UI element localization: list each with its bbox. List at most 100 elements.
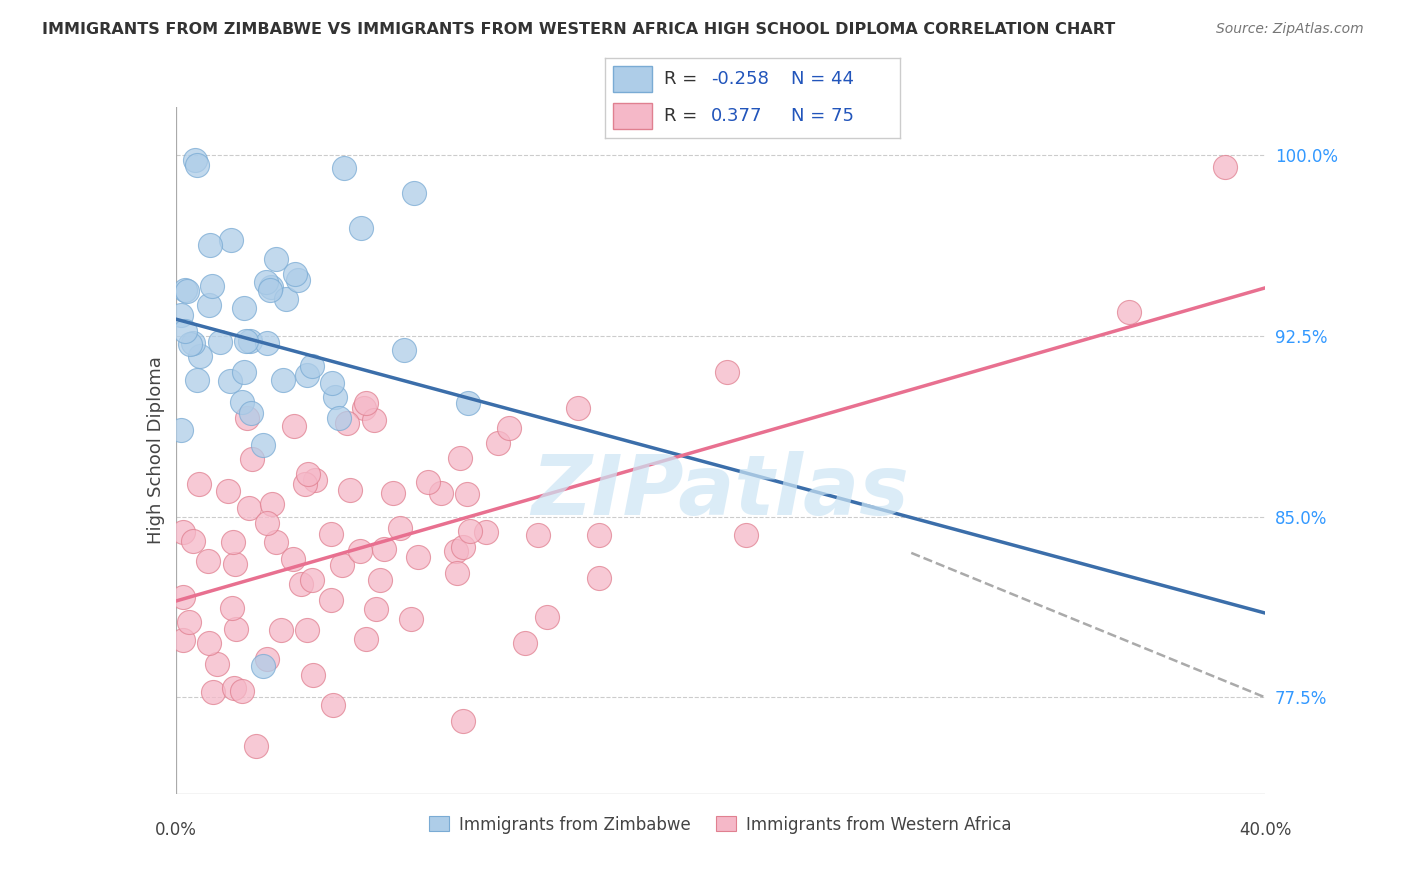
Point [302, 667, 325, 681]
Point [270, 624, 292, 638]
Point [198, 636, 221, 650]
Point [231, 684, 253, 698]
Point [256, 516, 278, 530]
Point [373, 541, 395, 556]
Point [274, 292, 297, 306]
Text: ZIPatlas: ZIPatlas [531, 451, 910, 533]
Point [186, 158, 208, 172]
Point [224, 557, 246, 571]
Point [456, 487, 478, 501]
Point [254, 275, 277, 289]
Point [406, 550, 429, 565]
Text: R =: R = [664, 70, 703, 87]
Point [186, 373, 208, 387]
Point [197, 298, 219, 312]
Point [177, 615, 200, 629]
Point [451, 714, 474, 729]
Point [453, 540, 475, 554]
Point [301, 359, 323, 373]
Point [449, 451, 471, 466]
Text: 0.0%: 0.0% [155, 822, 197, 839]
Point [217, 484, 239, 499]
Point [172, 525, 194, 540]
Point [233, 301, 256, 316]
Point [457, 396, 479, 410]
Point [475, 524, 498, 539]
Point [173, 283, 195, 297]
Point [252, 438, 274, 452]
Point [259, 283, 281, 297]
Point [319, 526, 342, 541]
Point [235, 334, 257, 348]
Point [430, 486, 453, 500]
Point [188, 349, 211, 363]
Point [170, 423, 193, 437]
Point [446, 566, 468, 581]
Point [201, 279, 224, 293]
Point [260, 497, 283, 511]
Point [716, 365, 738, 379]
Point [176, 284, 198, 298]
Text: N = 44: N = 44 [790, 70, 853, 87]
Point [354, 632, 377, 646]
Point [225, 622, 247, 636]
Point [260, 280, 283, 294]
Point [353, 401, 375, 415]
Point [209, 334, 232, 349]
Point [294, 477, 316, 491]
Legend: Immigrants from Zimbabwe, Immigrants from Western Africa: Immigrants from Zimbabwe, Immigrants fro… [429, 815, 1012, 834]
Point [389, 521, 412, 535]
Point [304, 473, 326, 487]
Point [1213, 161, 1236, 175]
Point [173, 324, 195, 338]
Text: Source: ZipAtlas.com: Source: ZipAtlas.com [1216, 22, 1364, 37]
Point [527, 528, 550, 542]
Point [219, 374, 242, 388]
Point [330, 558, 353, 573]
Point [240, 452, 263, 467]
Point [328, 411, 350, 425]
Point [366, 602, 388, 616]
Point [339, 483, 361, 497]
Point [301, 573, 323, 587]
FancyBboxPatch shape [613, 103, 652, 128]
Point [170, 309, 193, 323]
Point [233, 365, 256, 379]
Point [240, 406, 263, 420]
Point [321, 376, 343, 390]
Point [458, 524, 481, 538]
Point [183, 335, 205, 350]
Point [172, 632, 194, 647]
Point [295, 623, 318, 637]
Point [231, 395, 253, 409]
Text: 40.0%: 40.0% [1239, 822, 1292, 839]
Point [252, 659, 274, 673]
Point [350, 221, 373, 235]
Point [181, 533, 204, 548]
Point [239, 334, 262, 348]
Point [536, 609, 558, 624]
Text: -0.258: -0.258 [711, 70, 769, 87]
Point [284, 267, 307, 281]
Point [179, 336, 201, 351]
Point [363, 413, 385, 427]
Point [264, 534, 287, 549]
Point [588, 527, 610, 541]
Point [271, 373, 294, 387]
Point [325, 390, 347, 404]
Point [221, 233, 243, 247]
Y-axis label: High School Diploma: High School Diploma [146, 357, 165, 544]
Point [513, 635, 536, 649]
Point [205, 657, 228, 671]
Point [402, 186, 425, 200]
Point [221, 535, 243, 549]
Point [235, 410, 257, 425]
Point [202, 685, 225, 699]
Point [498, 421, 520, 435]
Text: IMMIGRANTS FROM ZIMBABWE VS IMMIGRANTS FROM WESTERN AFRICA HIGH SCHOOL DIPLOMA C: IMMIGRANTS FROM ZIMBABWE VS IMMIGRANTS F… [42, 22, 1115, 37]
Point [224, 681, 246, 696]
Point [184, 153, 207, 167]
Text: R =: R = [664, 107, 703, 125]
Point [588, 571, 610, 585]
Point [297, 467, 319, 481]
